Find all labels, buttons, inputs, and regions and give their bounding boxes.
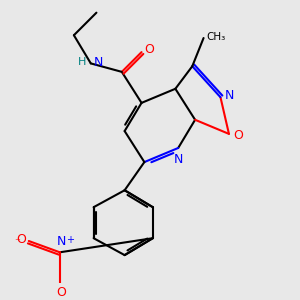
Text: N: N — [56, 235, 66, 248]
Text: +: + — [66, 235, 74, 245]
Text: N: N — [225, 89, 234, 102]
Text: CH₃: CH₃ — [206, 32, 226, 42]
Text: N: N — [94, 56, 103, 68]
Text: O: O — [233, 129, 243, 142]
Text: N: N — [174, 153, 183, 166]
Text: ⁻: ⁻ — [15, 237, 20, 248]
Text: O: O — [144, 43, 154, 56]
Text: O: O — [16, 233, 26, 246]
Text: O: O — [56, 286, 66, 299]
Text: H: H — [78, 57, 87, 67]
